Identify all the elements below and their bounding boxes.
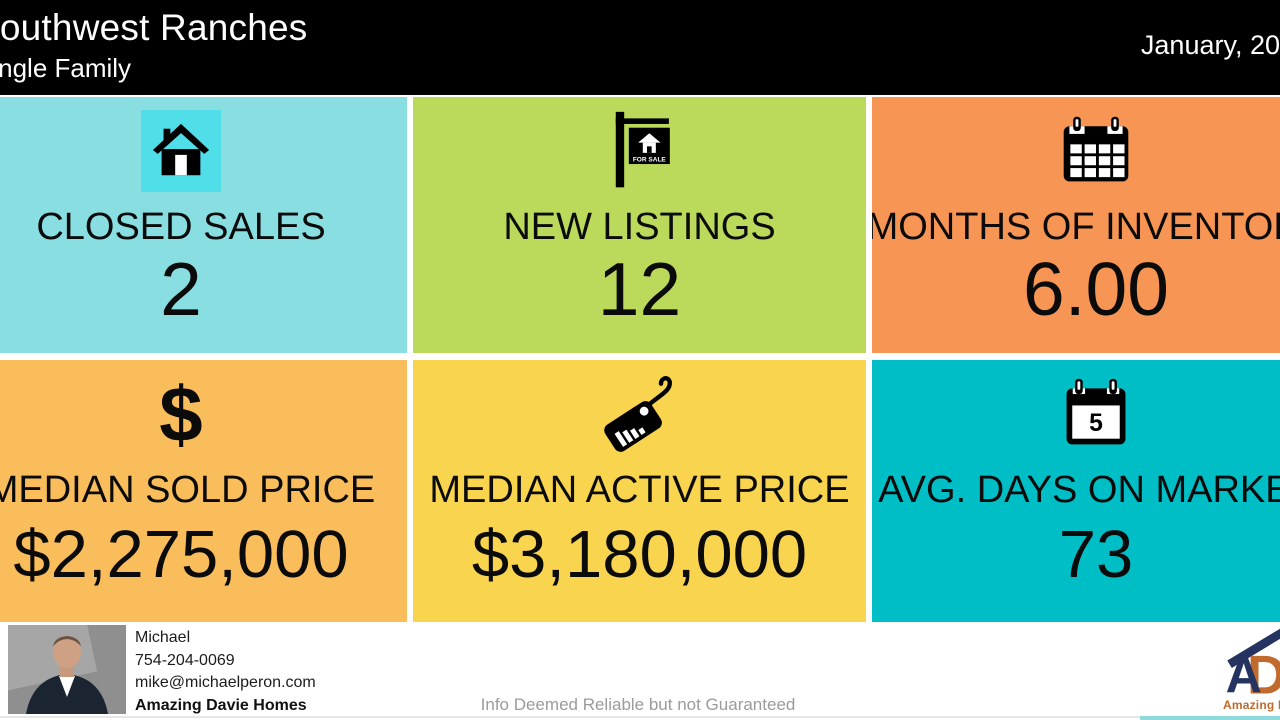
- house-icon: [141, 110, 221, 192]
- agent-phone: 754-204-0069: [135, 651, 235, 669]
- tile-median-active-price: MEDIAN ACTIVE PRICE $3,180,000: [413, 360, 866, 622]
- metric-label: NEW LISTINGS: [503, 206, 776, 248]
- for-sale-sign-icon: FOR SALE: [605, 110, 675, 192]
- metric-value: $2,275,000: [13, 516, 349, 592]
- calendar-grid-icon: [1058, 110, 1134, 192]
- calendar-day-icon: 5: [1058, 373, 1134, 455]
- tile-closed-sales: CLOSED SALES 2: [0, 97, 407, 353]
- logo-text: Amazing D: [1223, 698, 1280, 712]
- metric-value: 73: [1058, 516, 1134, 592]
- agent-contact-block: Michael 754-204-0069 mike@michaelperon.c…: [135, 627, 316, 717]
- report-date: January, 20: [1140, 30, 1280, 60]
- metric-value: 6.00: [1023, 246, 1169, 331]
- brand-logo: D A Amazing D: [1223, 627, 1280, 712]
- agent-email: mike@michaelperon.com: [135, 674, 316, 691]
- slide-edge-accent: [1140, 716, 1280, 720]
- agent-photo: [8, 625, 126, 714]
- agent-name: Michael: [135, 629, 191, 646]
- logo-house-icon: D A: [1226, 628, 1280, 706]
- metric-label: MEDIAN ACTIVE PRICE: [429, 469, 850, 511]
- tile-new-listings: FOR SALE NEW LISTINGS 12: [413, 97, 866, 353]
- dollar-sign-icon: $: [159, 373, 202, 455]
- stats-grid: CLOSED SALES 2 FOR SALE NEW LIST: [0, 97, 1280, 622]
- page-title: Southwest Ranches: [0, 7, 308, 48]
- metric-label: MEDIAN SOLD PRICE: [0, 469, 376, 511]
- for-sale-text: FOR SALE: [632, 156, 666, 163]
- tile-months-of-inventory: MONTHS OF INVENTORY 6.00: [872, 97, 1280, 353]
- tile-median-sold-price: $ MEDIAN SOLD PRICE $2,275,000: [0, 360, 407, 622]
- metric-value: $3,180,000: [471, 516, 808, 592]
- metric-label: MONTHS OF INVENTORY: [872, 206, 1280, 248]
- disclaimer-text: Info Deemed Reliable but not Guaranteed: [480, 695, 796, 714]
- dollar-glyph: $: [159, 370, 203, 458]
- page-subtitle: Single Family: [0, 53, 132, 83]
- header: Southwest Ranches Single Family January,…: [0, 0, 1280, 95]
- tile-avg-days-on-market: 5 AVG. DAYS ON MARKET 73: [872, 360, 1280, 622]
- metric-value: 12: [597, 246, 682, 331]
- metric-value: 2: [160, 246, 202, 331]
- footer-divider: [0, 716, 1280, 718]
- logo-monogram-a: A: [1226, 648, 1262, 695]
- footer: Michael 754-204-0069 mike@michaelperon.c…: [0, 622, 1280, 720]
- price-tag-icon: [592, 373, 687, 455]
- calendar-day-number: 5: [1089, 410, 1103, 437]
- metric-label: CLOSED SALES: [36, 206, 326, 248]
- metric-label: AVG. DAYS ON MARKET: [878, 469, 1280, 511]
- agent-company: Amazing Davie Homes: [135, 696, 307, 714]
